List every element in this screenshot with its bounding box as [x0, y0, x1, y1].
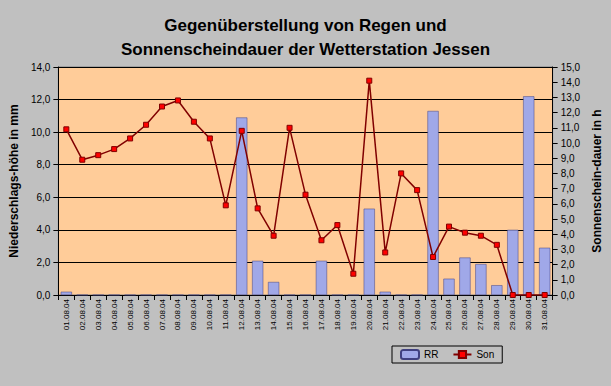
svg-text:17.08.04: 17.08.04 [317, 298, 326, 330]
svg-text:0,0: 0,0 [561, 290, 575, 301]
svg-text:30.08.04: 30.08.04 [524, 298, 533, 330]
svg-text:12.08.04: 12.08.04 [237, 298, 246, 330]
svg-text:25.08.04: 25.08.04 [444, 298, 453, 330]
svg-text:26.08.04: 26.08.04 [460, 298, 469, 330]
svg-text:7,0: 7,0 [561, 183, 575, 194]
svg-text:8,0: 8,0 [36, 159, 50, 170]
svg-text:22.08.04: 22.08.04 [397, 298, 406, 330]
svg-text:16.08.04: 16.08.04 [301, 298, 310, 330]
svg-text:Son: Son [476, 349, 494, 360]
svg-text:06.08.04: 06.08.04 [142, 298, 151, 330]
svg-text:24.08.04: 24.08.04 [429, 298, 438, 330]
svg-text:Sonnenschein-dauer in h: Sonnenschein-dauer in h [590, 109, 604, 252]
svg-text:15,0: 15,0 [561, 62, 581, 73]
svg-text:4,0: 4,0 [561, 229, 575, 240]
svg-text:28.08.04: 28.08.04 [492, 298, 501, 330]
svg-text:20.08.04: 20.08.04 [365, 298, 374, 330]
svg-text:8,0: 8,0 [561, 168, 575, 179]
svg-text:9,0: 9,0 [561, 153, 575, 164]
svg-text:19.08.04: 19.08.04 [349, 298, 358, 330]
svg-text:6,0: 6,0 [36, 192, 50, 203]
svg-text:2,0: 2,0 [36, 257, 50, 268]
svg-text:10,0: 10,0 [561, 138, 581, 149]
svg-text:23.08.04: 23.08.04 [413, 298, 422, 330]
svg-text:10,0: 10,0 [31, 127, 51, 138]
svg-text:14,0: 14,0 [31, 62, 51, 73]
svg-text:1,0: 1,0 [561, 274, 575, 285]
svg-text:15.08.04: 15.08.04 [285, 298, 294, 330]
svg-text:18.08.04: 18.08.04 [333, 298, 342, 330]
svg-text:Sonnenscheindauer der Wetterst: Sonnenscheindauer der Wetterstation Jess… [121, 40, 490, 59]
svg-text:02.08.04: 02.08.04 [78, 298, 87, 330]
svg-text:RR: RR [424, 349, 438, 360]
svg-text:0,0: 0,0 [36, 290, 50, 301]
svg-text:5,0: 5,0 [561, 214, 575, 225]
svg-text:05.08.04: 05.08.04 [126, 298, 135, 330]
svg-text:01.08.04: 01.08.04 [62, 298, 71, 330]
svg-text:2,0: 2,0 [561, 259, 575, 270]
svg-text:12,0: 12,0 [31, 94, 51, 105]
svg-text:3,0: 3,0 [561, 244, 575, 255]
svg-text:Niederschlags-höhe in mm: Niederschlags-höhe in mm [7, 104, 21, 257]
svg-text:29.08.04: 29.08.04 [508, 298, 517, 330]
svg-text:10.08.04: 10.08.04 [205, 298, 214, 330]
svg-text:14.08.04: 14.08.04 [269, 298, 278, 330]
svg-text:4,0: 4,0 [36, 224, 50, 235]
svg-text:27.08.04: 27.08.04 [476, 298, 485, 330]
svg-text:07.08.04: 07.08.04 [158, 298, 167, 330]
svg-text:31.08.04: 31.08.04 [540, 298, 549, 330]
svg-text:13.08.04: 13.08.04 [253, 298, 262, 330]
svg-text:14,0: 14,0 [561, 77, 581, 88]
svg-text:12,0: 12,0 [561, 107, 581, 118]
svg-text:11.08.04: 11.08.04 [221, 298, 230, 329]
svg-text:03.08.04: 03.08.04 [94, 298, 103, 330]
svg-text:04.08.04: 04.08.04 [110, 298, 119, 330]
svg-text:13,0: 13,0 [561, 92, 581, 103]
svg-text:21.08.04: 21.08.04 [381, 298, 390, 330]
svg-text:09.08.04: 09.08.04 [189, 298, 198, 330]
svg-text:08.08.04: 08.08.04 [173, 298, 182, 330]
svg-text:6,0: 6,0 [561, 198, 575, 209]
svg-text:11,0: 11,0 [561, 122, 580, 133]
svg-text:Gegenüberstellung von Regen un: Gegenüberstellung von Regen und [164, 16, 446, 35]
